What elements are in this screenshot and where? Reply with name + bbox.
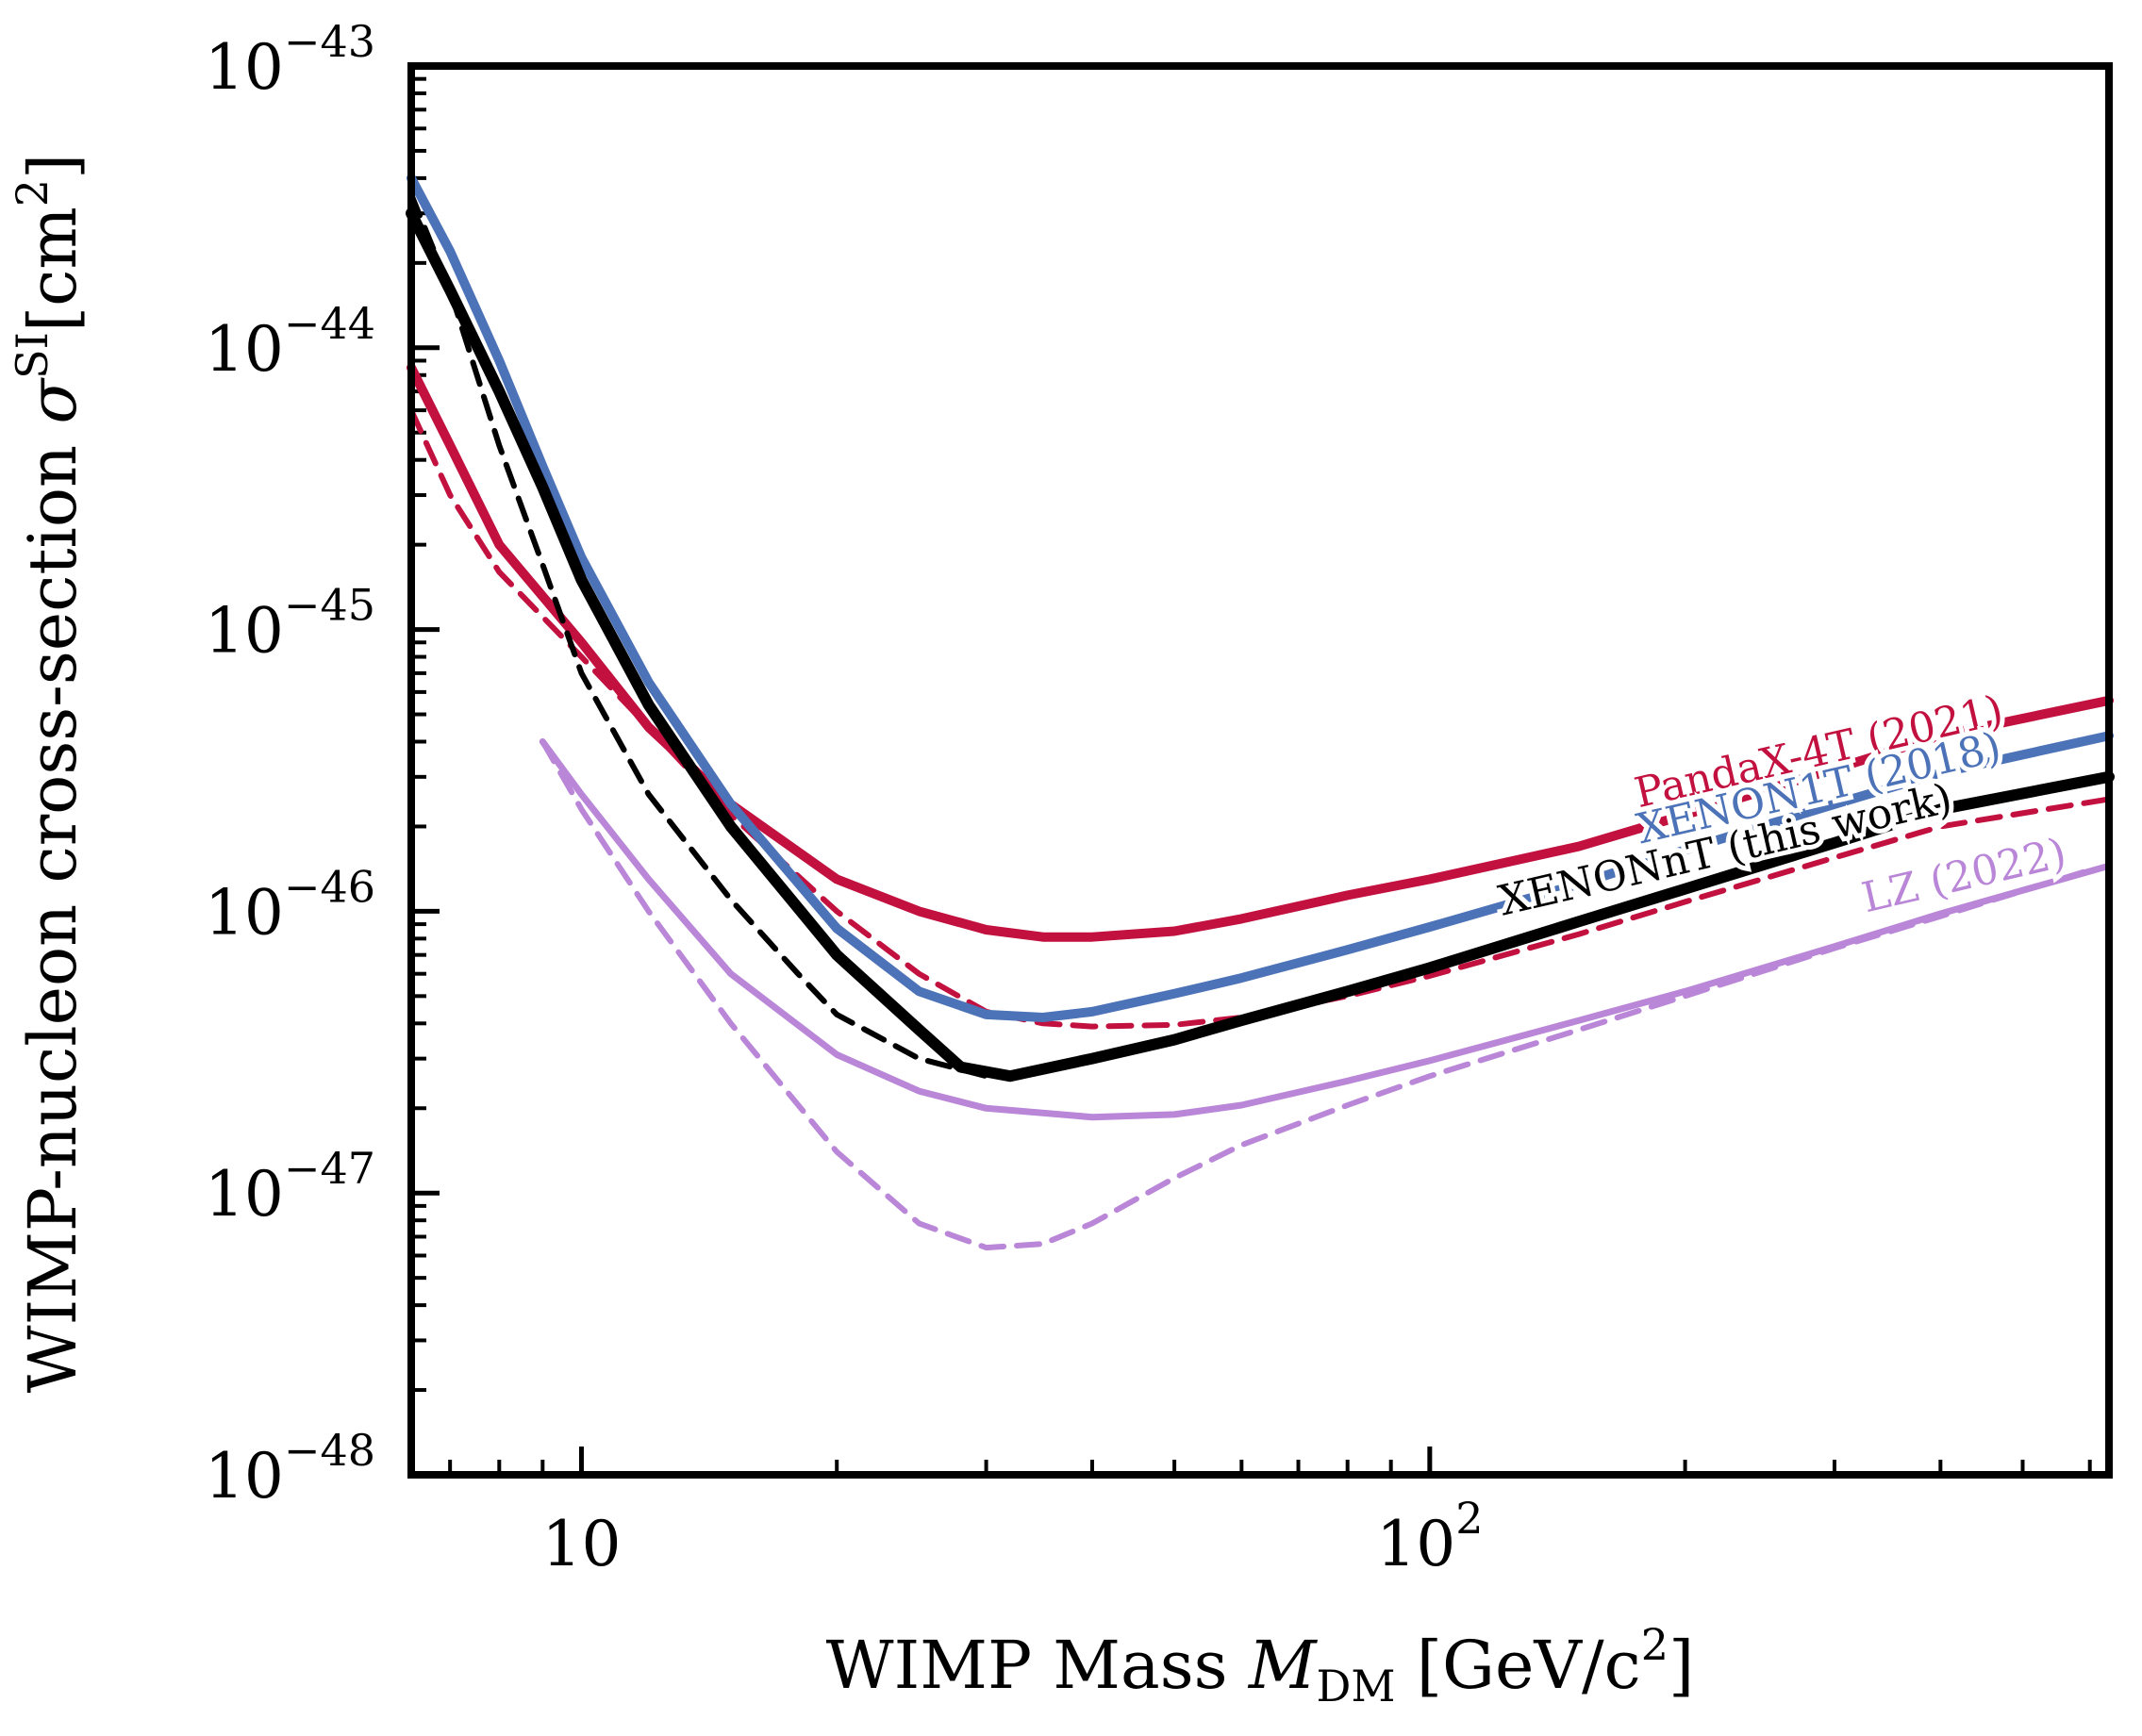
y-tick-label: 10−46 bbox=[205, 861, 375, 949]
series-layer bbox=[406, 173, 2115, 1251]
series-line-pandax-4t-2021-sensitivity bbox=[408, 407, 2112, 1030]
series-line-pandax-4t-2021 bbox=[407, 362, 2114, 942]
plot-frame bbox=[407, 62, 2113, 1479]
series-line-xenonnt-this-work-sensitivity bbox=[408, 191, 989, 1080]
y-tick-label: 10−48 bbox=[205, 1425, 375, 1513]
y-tick-label: 10−47 bbox=[205, 1143, 375, 1231]
tick-labels: 10−43 10−44 10−45 10−46 10−47 10−48 10 102 bbox=[205, 16, 1484, 1580]
series-line-xenon1t-2018 bbox=[407, 173, 2114, 1022]
x-tick-label: 10 bbox=[541, 1508, 621, 1580]
y-axis-label: WIMP-nucleon cross-section σSI[cm2] bbox=[7, 154, 91, 1394]
x-axis-label: WIMP Mass MDM [GeV/c2] bbox=[826, 1619, 1695, 1711]
y-tick-label: 10−43 bbox=[205, 16, 375, 104]
series-line-lz-2022-sensitivity bbox=[540, 738, 2093, 1251]
y-tick-label: 10−44 bbox=[205, 298, 375, 386]
y-tick-label: 10−45 bbox=[205, 580, 375, 668]
series-line-lz-2022 bbox=[539, 738, 2113, 1121]
series-line-xenonnt-this-work bbox=[406, 207, 2115, 1083]
x-tick-label: 102 bbox=[1376, 1493, 1483, 1580]
